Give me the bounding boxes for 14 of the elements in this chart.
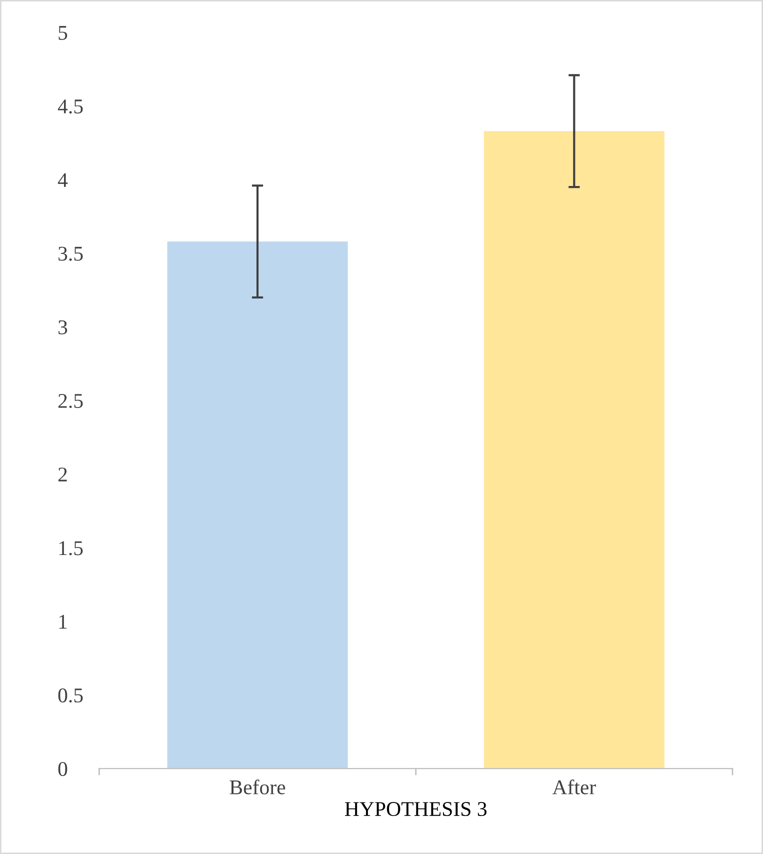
y-tick-label: 1.5 (59, 541, 83, 556)
y-tick-label: 3 (58, 320, 68, 334)
y-tick-label: 5 (58, 26, 68, 40)
x-tick-label: After (552, 780, 596, 794)
y-tick-label: 2 (58, 468, 67, 482)
y-tick-label: 0 (58, 762, 68, 776)
y-tick-label: 4.5 (58, 100, 83, 114)
y-tick-label: 3.5 (58, 246, 83, 261)
y-tick-label: 1 (59, 614, 67, 629)
y-tick-label: 4 (58, 173, 68, 187)
y-tick-label: 0.5 (58, 688, 83, 703)
y-tick-label: 2.5 (58, 394, 83, 408)
x-tick-label: Before (230, 780, 286, 794)
x-axis-title: HYPOTHESIS 3 (344, 802, 486, 816)
